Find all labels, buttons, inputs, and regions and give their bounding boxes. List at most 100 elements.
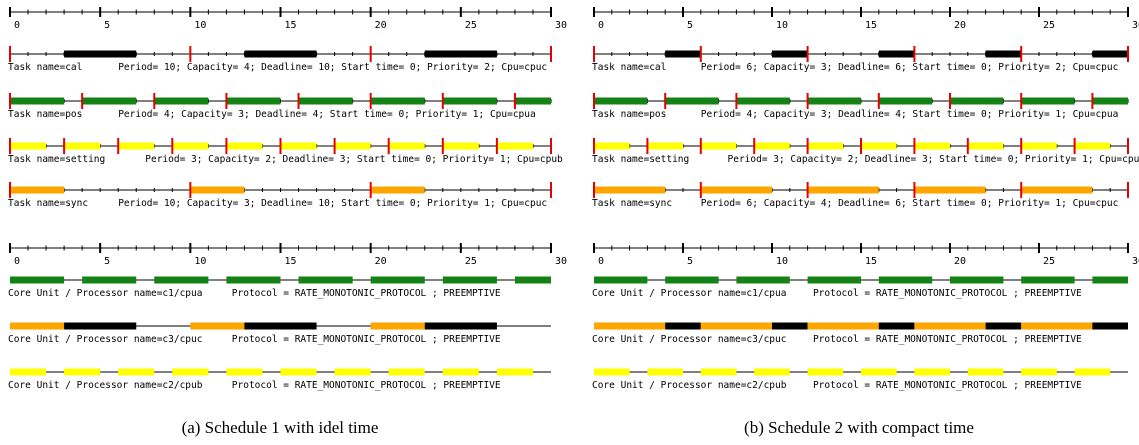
protocol-label: Protocol = RATE_MONOTONIC_PROTOCOL ; PRE… [232, 334, 501, 345]
execution-segment [1074, 368, 1111, 376]
tick-label: 30 [1132, 256, 1139, 267]
task-row: Task name=sync Period= 10; Capacity= 3; D… [8, 182, 552, 209]
task-row: Task name=sync Period= 6; Capacity= 4; De… [592, 182, 1129, 209]
execution-segment [594, 322, 666, 330]
tick-label: 20 [375, 20, 387, 31]
execution-segment [914, 186, 986, 194]
tick-label: 25 [465, 20, 477, 31]
tick-label: 5 [687, 256, 693, 267]
execution-segment [118, 368, 155, 376]
execution-segment [226, 276, 281, 284]
tick-label: 15 [285, 20, 297, 31]
execution-segment [807, 186, 879, 194]
execution-segment [1092, 50, 1128, 58]
execution-segment [190, 186, 245, 194]
execution-segment [388, 368, 425, 376]
processor-row: Core Unit / Processor name=c1/cpua Protoc… [8, 276, 551, 299]
task-row: Task name=cal Period= 6; Capacity= 3; Dea… [592, 46, 1129, 73]
task-name-label: Task name=pos [592, 109, 666, 120]
execution-segment [244, 50, 317, 58]
task-name-label: Task name=setting [8, 154, 105, 165]
schedule-panel-b: 0 5 10 15 20 25 30 Task name=cal Period= 6; Capa… [592, 7, 1139, 391]
execution-segment [950, 276, 1004, 284]
execution-segment [10, 97, 65, 105]
tick-label: 25 [465, 256, 477, 267]
execution-segment [172, 142, 209, 150]
execution-segment [950, 97, 1004, 105]
execution-segment [514, 276, 551, 284]
execution-segment [807, 276, 861, 284]
execution-segment [64, 142, 101, 150]
task-row: Task name=cal Period= 10; Capacity= 4; De… [8, 46, 552, 73]
protocol-label: Protocol = RATE_MONOTONIC_PROTOCOL ; PRE… [813, 288, 1082, 299]
execution-segment [914, 142, 950, 150]
task-row: Task name=pos Period= 4; Capacity= 3; Dea… [592, 93, 1129, 120]
tick-label: 20 [954, 256, 966, 267]
processor-row: Core Unit / Processor name=c1/cpua Protoc… [592, 276, 1128, 299]
execution-segment [861, 142, 897, 150]
tick-label: 0 [598, 20, 604, 31]
execution-segment [226, 368, 263, 376]
task-params-label: Period= 4; Capacity= 3; Deadline= 4; Sta… [118, 109, 536, 120]
execution-segment [496, 368, 533, 376]
execution-segment [298, 276, 353, 284]
execution-segment [514, 97, 551, 105]
execution-segment [442, 142, 479, 150]
tick-label: 30 [555, 256, 567, 267]
tick-label: 5 [104, 256, 110, 267]
processor-row: Core Unit / Processor name=c2/cpub Protoc… [8, 368, 551, 391]
execution-segment [878, 50, 915, 58]
task-params-label: Period= 10; Capacity= 4; Deadline= 10; S… [118, 62, 547, 73]
execution-segment [298, 97, 353, 105]
execution-segment [1021, 368, 1057, 376]
processor-time-axis: 0 5 10 15 20 25 30 [9, 243, 567, 267]
execution-segment [1074, 142, 1111, 150]
task-name-label: Task name=setting [592, 154, 689, 165]
execution-segment [64, 50, 137, 58]
execution-segment [878, 97, 933, 105]
execution-segment [10, 368, 47, 376]
execution-segment [700, 322, 772, 330]
processor-name-label: Core Unit / Processor name=c2/cpub [8, 380, 203, 391]
execution-segment [82, 276, 137, 284]
tick-label: 10 [194, 256, 206, 267]
execution-segment [244, 322, 317, 330]
tick-label: 20 [375, 256, 387, 267]
tick-label: 30 [555, 20, 567, 31]
execution-segment [861, 368, 897, 376]
tick-label: 15 [285, 256, 297, 267]
tick-label: 20 [954, 20, 966, 31]
execution-segment [665, 50, 701, 58]
tick-label: 25 [1043, 20, 1055, 31]
tick-label: 5 [687, 20, 693, 31]
processor-row: Core Unit / Processor name=c3/cpuc Protoc… [592, 322, 1128, 345]
task-name-label: Task name=sync [592, 198, 672, 209]
processor-name-label: Core Unit / Processor name=c1/cpua [592, 288, 786, 299]
execution-segment [226, 142, 263, 150]
execution-segment [647, 142, 683, 150]
tick-label: 10 [776, 256, 788, 267]
execution-segment [1021, 142, 1057, 150]
processor-name-label: Core Unit / Processor name=c1/cpua [8, 288, 202, 299]
execution-segment [772, 50, 808, 58]
execution-segment [280, 368, 317, 376]
execution-segment [424, 322, 497, 330]
tick-label: 10 [776, 20, 788, 31]
execution-segment [594, 142, 630, 150]
execution-segment [647, 368, 683, 376]
execution-segment [985, 50, 1022, 58]
tick-label: 5 [104, 20, 110, 31]
task-params-label: Period= 10; Capacity= 3; Deadline= 10; S… [118, 198, 547, 209]
execution-segment [754, 142, 790, 150]
execution-segment [736, 97, 790, 105]
execution-segment [594, 276, 648, 284]
execution-segment [370, 276, 425, 284]
caption-b: (b) Schedule 2 with compact time [744, 418, 974, 437]
processor-row: Core Unit / Processor name=c3/cpuc Protoc… [8, 322, 551, 345]
execution-segment [10, 186, 65, 194]
execution-segment [154, 276, 209, 284]
execution-segment [370, 186, 425, 194]
execution-segment [370, 322, 425, 330]
execution-segment [1092, 322, 1128, 330]
